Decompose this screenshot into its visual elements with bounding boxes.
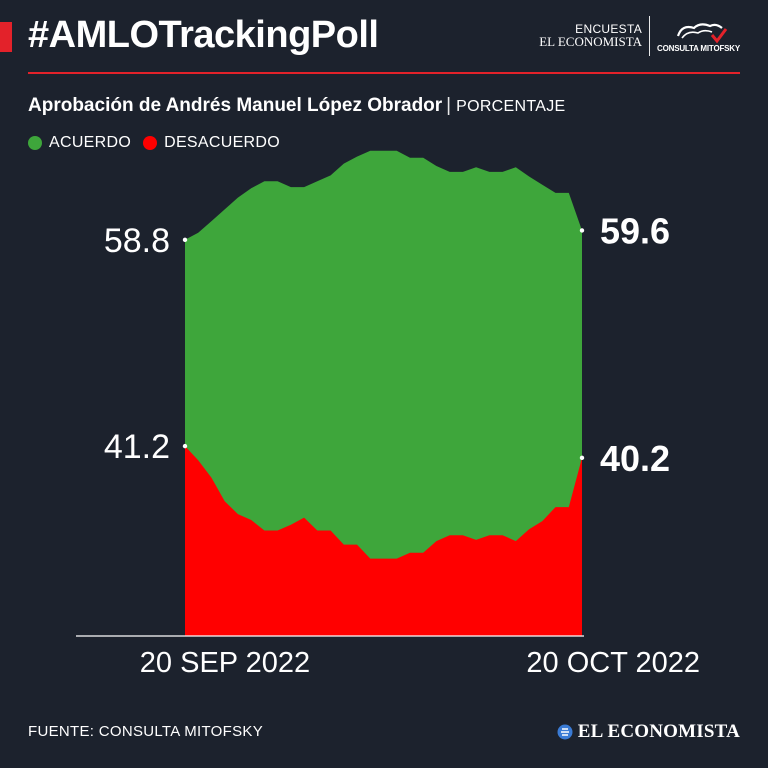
mitofsky-label: CONSULTA MITOFSKY xyxy=(657,43,740,53)
footer-source: FUENTE: CONSULTA MITOFSKY xyxy=(28,723,264,740)
legend-item-acuerdo: ACUERDO xyxy=(28,134,131,152)
chart-title: Aprobación de Andrés Manuel López Obrado… xyxy=(28,95,443,116)
chart-subtitle: Aprobación de Andrés Manuel López Obrado… xyxy=(28,95,566,117)
x-tick-label-end: 20 OCT 2022 xyxy=(526,647,700,679)
legend-dot-acuerdo xyxy=(28,136,42,150)
series-area-acuerdo xyxy=(185,150,582,637)
chart-legend: ACUERDO DESACUERDO xyxy=(28,134,292,152)
marker-desacuerdo-end xyxy=(579,455,585,461)
title-accent-bar xyxy=(0,22,12,52)
brand-line-encuesta: ENCUESTA xyxy=(575,21,643,36)
page-title: #AMLOTrackingPoll xyxy=(28,14,379,56)
data-label-desacuerdo-end: 40.2 xyxy=(600,438,670,479)
header-rule xyxy=(28,72,740,74)
chart-unit-label: PORCENTAJE xyxy=(456,98,566,115)
el-economista-logo-icon xyxy=(557,724,573,740)
series-area-desacuerdo xyxy=(185,446,582,636)
mitofsky-logo-icon xyxy=(676,22,727,43)
brand-divider xyxy=(649,16,651,56)
footer-brand: EL ECONOMISTA xyxy=(557,721,740,743)
legend-dot-desacuerdo xyxy=(143,136,158,150)
marker-acuerdo-end xyxy=(579,228,585,233)
subtitle-separator: | xyxy=(446,95,452,116)
header-brand: ENCUESTA EL ECONOMISTA CONSULTA MITOFSKY xyxy=(539,14,740,58)
data-label-acuerdo-end: 59.6 xyxy=(600,211,670,252)
marker-acuerdo-start xyxy=(182,237,188,243)
data-label-desacuerdo-start: 41.2 xyxy=(104,428,170,466)
brand-wordmark: ENCUESTA EL ECONOMISTA xyxy=(539,23,642,49)
data-label-acuerdo-start: 58.8 xyxy=(104,222,170,260)
footer-brand-text: EL ECONOMISTA xyxy=(577,721,740,742)
legend-label-acuerdo: ACUERDO xyxy=(49,134,132,151)
legend-item-desacuerdo: DESACUERDO xyxy=(143,134,280,152)
legend-label-desacuerdo: DESACUERDO xyxy=(164,134,281,151)
x-tick-label-start: 20 SEP 2022 xyxy=(140,647,310,679)
marker-desacuerdo-start xyxy=(182,443,188,449)
brand-line-economista: EL ECONOMISTA xyxy=(539,34,643,50)
mitofsky-logo: CONSULTA MITOFSKY xyxy=(657,20,740,53)
